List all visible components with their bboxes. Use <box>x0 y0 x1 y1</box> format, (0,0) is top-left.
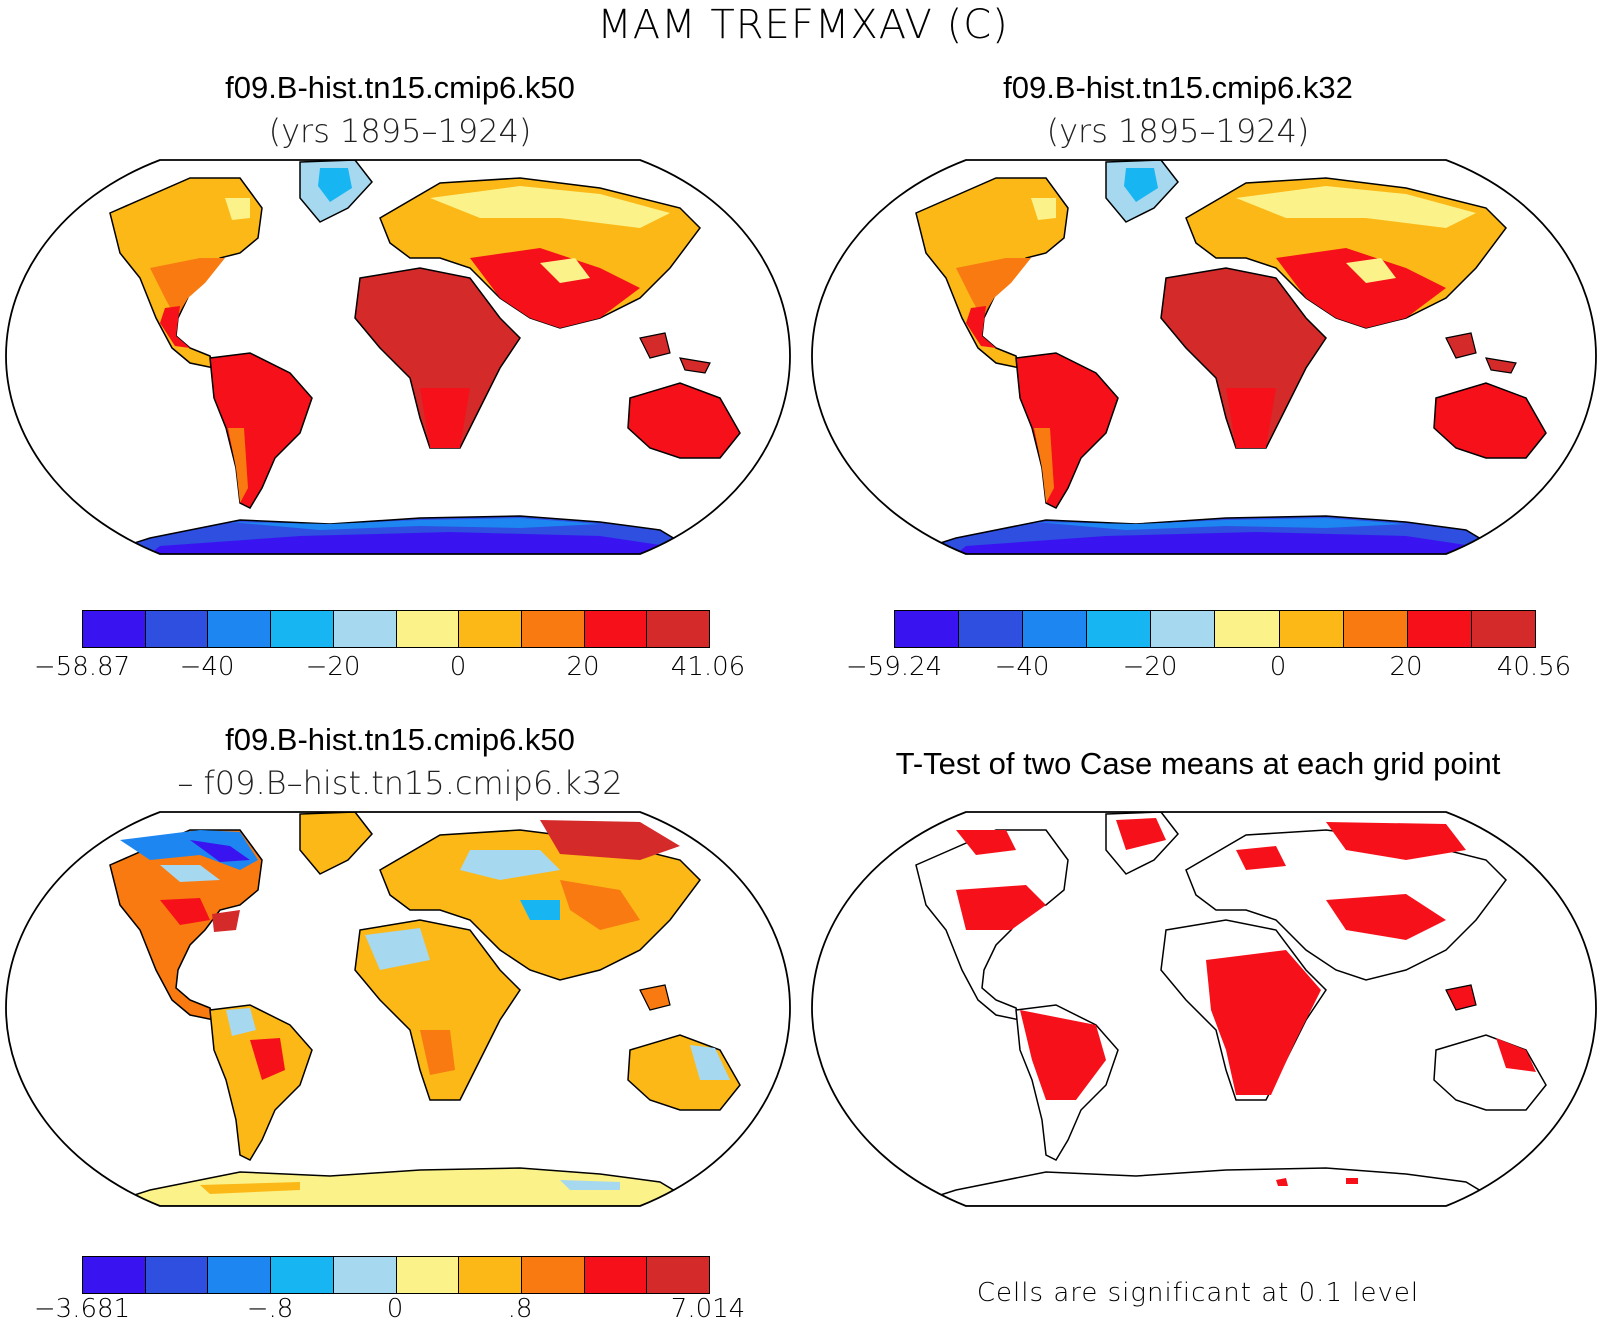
colorbar-tl-label-3: 0 <box>449 652 467 682</box>
colorbar-tl-label-5: 41.06 <box>670 652 746 682</box>
colorbar-bl-label-4: 7.014 <box>670 1294 746 1324</box>
colorbar-tr-label-3: 0 <box>1269 652 1287 682</box>
greenland-region <box>299 812 373 875</box>
colorbar-tr-label-1: −40 <box>994 652 1050 682</box>
antarctica-region <box>905 1167 1509 1206</box>
colorbar-tl-label-4: 20 <box>566 652 600 682</box>
colorbar-tl-label-1: −40 <box>179 652 235 682</box>
panel-bl-map <box>5 811 791 1207</box>
south-america-region <box>209 1004 313 1161</box>
north-america-region <box>109 829 263 1022</box>
colorbar-tr-label-0: −59.24 <box>845 652 943 682</box>
panel-tl-title: f09.B-hist.tn15.cmip6.k50 <box>225 70 575 105</box>
figure-title: MAM TREFMXAV (C) <box>597 2 1009 48</box>
africa-region <box>1160 267 1327 449</box>
colorbar-tr-label-5: 40.56 <box>1496 652 1572 682</box>
colorbar-tl <box>82 610 710 648</box>
panel-br-map <box>811 811 1597 1207</box>
colorbar-bl <box>82 1256 710 1294</box>
south-america-region <box>209 352 313 509</box>
colorbar-tr-label-4: 20 <box>1389 652 1423 682</box>
colorbar-tl-label-2: −20 <box>305 652 361 682</box>
africa-region <box>354 267 521 449</box>
panel-tr-subtitle: (yrs 1895–1924) <box>1046 112 1310 150</box>
colorbar-tr <box>894 610 1536 648</box>
panel-tl-subtitle: (yrs 1895–1924) <box>268 112 532 150</box>
colorbar-bl-label-0: −3.681 <box>33 1294 131 1324</box>
panel-br-title: T-Test of two Case means at each grid po… <box>895 746 1501 781</box>
colorbar-bl-label-1: −.8 <box>246 1294 294 1324</box>
significance-note: Cells are significant at 0.1 level <box>976 1278 1420 1308</box>
panel-tr-map <box>811 159 1597 555</box>
panel-tr-title: f09.B-hist.tn15.cmip6.k32 <box>1003 70 1353 105</box>
australia-region <box>1433 382 1547 459</box>
colorbar-bl-label-2: 0 <box>386 1294 404 1324</box>
panel-bl-title: f09.B-hist.tn15.cmip6.k50 <box>225 722 575 757</box>
panel-bl-subtitle: – f09.B–hist.tn15.cmip6.k32 <box>177 764 623 802</box>
colorbar-tr-label-2: −20 <box>1122 652 1178 682</box>
australia-region <box>1433 1034 1547 1111</box>
colorbar-bl-label-3: .8 <box>507 1294 533 1324</box>
panel-tl-map <box>5 159 791 555</box>
antarctica-region <box>99 1167 703 1206</box>
colorbar-tl-label-0: −58.87 <box>33 652 131 682</box>
australia-region <box>627 382 741 459</box>
south-america-region <box>1015 352 1119 509</box>
